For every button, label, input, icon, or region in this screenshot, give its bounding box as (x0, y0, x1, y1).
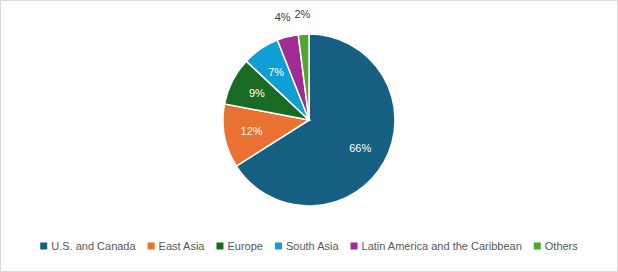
data-label: 12% (241, 125, 263, 137)
data-labels: 66% 12% 9%7% 4%2% (241, 8, 372, 154)
data-label: 66% (349, 142, 371, 154)
data-label: 2% (294, 8, 310, 20)
legend-item: South Asia (275, 240, 339, 252)
legend-label: Others (545, 240, 579, 252)
chart-frame (1, 1, 618, 272)
legend: U.S. and Canada East Asia Europe South Asia… (40, 240, 578, 252)
slices (223, 34, 395, 206)
legend-item: Others (534, 240, 579, 252)
legend-swatch (351, 243, 358, 250)
data-label: 4% (275, 11, 291, 23)
legend-label: East Asia (159, 240, 206, 252)
legend-label: Latin America and the Caribbean (362, 240, 522, 252)
legend-item: U.S. and Canada (40, 240, 136, 252)
data-label: 7% (268, 66, 284, 78)
chart-root: 66% 12% 9%7% 4%2% U.S. and Canada East Asia Eu… (0, 0, 618, 272)
legend-label: Europe (227, 240, 262, 252)
legend-label: U.S. and Canada (51, 240, 136, 252)
legend-item: Latin America and the Caribbean (351, 240, 522, 252)
legend-swatch (216, 243, 223, 250)
data-label: 9% (249, 87, 265, 99)
legend-swatch (40, 243, 47, 250)
legend-label: South Asia (286, 240, 339, 252)
legend-swatch (534, 243, 541, 250)
legend-swatch (148, 243, 155, 250)
legend-swatch (275, 243, 282, 250)
legend-item: Europe (216, 240, 262, 252)
pie-slice (298, 34, 309, 120)
legend-item: East Asia (148, 240, 206, 252)
